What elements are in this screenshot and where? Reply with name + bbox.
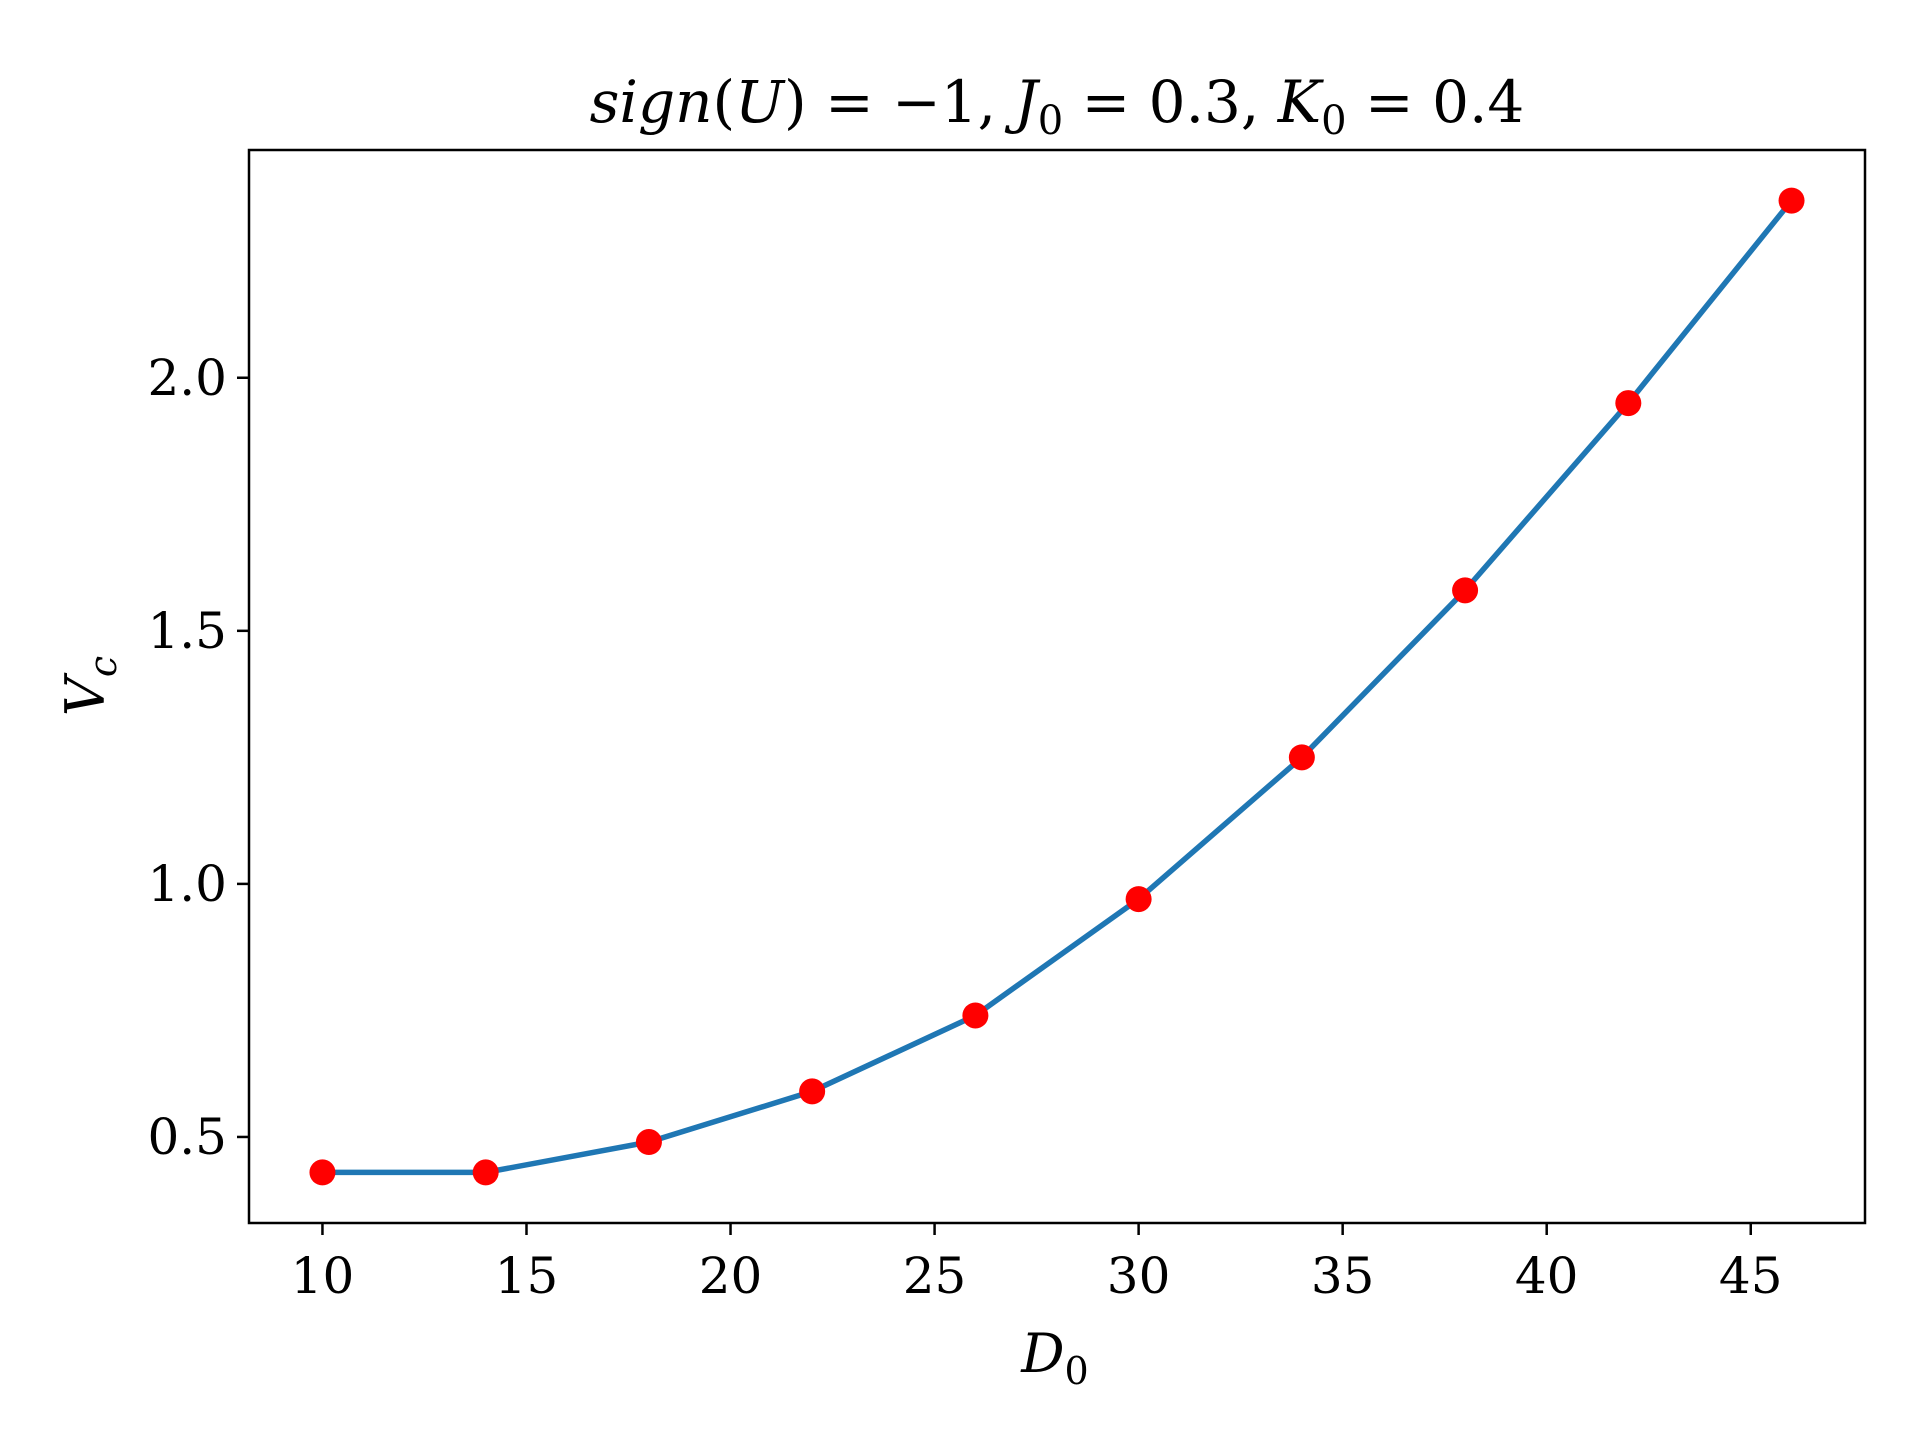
x-axis-label-main: D <box>1020 1322 1064 1385</box>
y-axis-label-sub: c <box>81 656 125 677</box>
x-tick-label: 25 <box>903 1247 967 1305</box>
plot-area <box>309 187 1805 1186</box>
data-point <box>1778 187 1805 214</box>
data-point <box>635 1129 662 1156</box>
x-tick-label: 10 <box>291 1247 355 1305</box>
series-line <box>319 197 1795 1176</box>
x-axis-label-sub: 0 <box>1065 1349 1089 1393</box>
chart-title-part: K <box>1277 68 1325 136</box>
chart-title-part: ) = −1, <box>784 68 1014 136</box>
x-tick-label: 40 <box>1515 1247 1579 1305</box>
chart-title-part: U <box>735 68 786 136</box>
chart-title: sign(U) = −1, J0 = 0.3, K0 = 0.4 <box>590 68 1525 144</box>
data-point <box>1615 390 1642 417</box>
chart-title-part: = 0.4 <box>1347 68 1525 136</box>
x-tick-label: 45 <box>1719 1247 1783 1305</box>
data-point <box>1125 886 1152 913</box>
y-tick-label: 1.0 <box>147 855 227 913</box>
x-tick-label: 15 <box>495 1247 559 1305</box>
x-tick-label: 20 <box>699 1247 763 1305</box>
x-tick-label: 35 <box>1311 1247 1375 1305</box>
chart-title-part: 0 <box>1038 98 1063 144</box>
y-axis-label-main: V <box>54 672 117 716</box>
chart-title-part: sign <box>590 68 713 136</box>
data-point <box>962 1002 989 1029</box>
data-point <box>799 1078 826 1105</box>
y-axis-label: Vc <box>54 656 125 716</box>
y-axis: 0.5 1.0 1.5 2.0 <box>147 349 249 1166</box>
x-tick-label: 30 <box>1107 1247 1171 1305</box>
chart-title-part: ( <box>712 68 735 136</box>
data-point <box>1288 744 1315 771</box>
data-point <box>472 1159 499 1186</box>
data-point <box>1452 577 1479 604</box>
y-tick-label: 1.5 <box>147 602 227 660</box>
chart-title-part: 0 <box>1321 98 1346 144</box>
chart-title-part: = 0.3, <box>1063 68 1278 136</box>
x-axis-label: D0 <box>1020 1322 1088 1393</box>
axes-frame <box>247 148 1867 1225</box>
x-axis: 10 15 20 25 30 35 40 45 <box>291 1223 1783 1305</box>
data-point <box>309 1159 336 1186</box>
y-tick-label: 0.5 <box>147 1108 227 1166</box>
y-tick-label: 2.0 <box>147 349 227 407</box>
